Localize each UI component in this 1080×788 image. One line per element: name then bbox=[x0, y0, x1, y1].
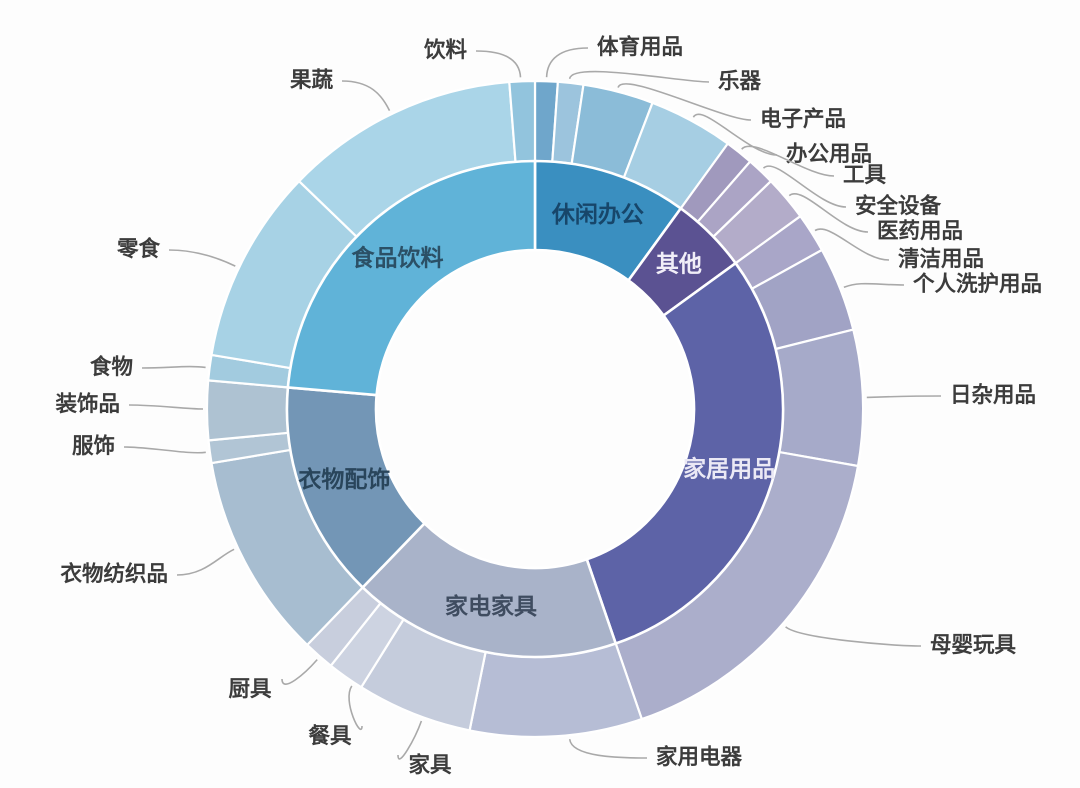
label-clothing-textiles: 衣物纺织品 bbox=[60, 561, 168, 587]
label-other: 其他 bbox=[656, 252, 702, 278]
label-safety-equipment: 安全设备 bbox=[855, 193, 942, 219]
label-cleaning-supplies: 清洁用品 bbox=[898, 246, 984, 272]
leader-safety-equipment bbox=[762, 165, 847, 208]
label-medical-supplies: 医药用品 bbox=[877, 219, 963, 244]
leader-personal-care bbox=[843, 282, 905, 289]
label-tableware: 餐具 bbox=[308, 724, 352, 749]
leader-baby-toys bbox=[785, 626, 922, 647]
label-baby-toys: 母婴玩具 bbox=[930, 633, 1017, 658]
leader-home-appliances bbox=[568, 738, 648, 759]
slice-food-beverage bbox=[286, 159, 537, 397]
label-furniture: 家具 bbox=[408, 752, 452, 778]
leader-furniture bbox=[397, 720, 423, 760]
slice-household-goods bbox=[585, 261, 785, 646]
label-apparel: 服饰 bbox=[72, 433, 115, 459]
label-fruits-vegetables: 果蔬 bbox=[290, 68, 334, 93]
label-decorations: 装饰品 bbox=[55, 391, 120, 417]
label-clothing-accessories: 衣物配饰 bbox=[298, 466, 390, 493]
leader-fruits-vegetables bbox=[341, 80, 391, 111]
label-food-beverage: 食品饮料 bbox=[352, 245, 444, 272]
label-leisure-office: 休闲办公 bbox=[551, 202, 644, 228]
leader-food bbox=[141, 365, 206, 369]
leader-cleaning-supplies bbox=[814, 228, 890, 261]
label-food: 食物 bbox=[90, 354, 133, 380]
label-tools: 工具 bbox=[843, 163, 887, 188]
leader-snacks bbox=[168, 249, 236, 267]
label-electronics: 电子产品 bbox=[760, 107, 846, 132]
label-home-appliances: 家用电器 bbox=[656, 744, 743, 770]
leader-tableware bbox=[348, 685, 363, 730]
label-kitchenware: 厨具 bbox=[228, 677, 272, 702]
label-musical-instruments: 乐器 bbox=[718, 69, 762, 94]
leader-sports-goods bbox=[545, 47, 589, 78]
leader-medical-supplies bbox=[788, 193, 869, 233]
label-office-supplies: 办公用品 bbox=[786, 142, 872, 167]
leader-office-supplies bbox=[692, 113, 778, 156]
leader-electronics bbox=[617, 83, 752, 121]
label-household-goods: 家居用品 bbox=[683, 456, 775, 483]
leader-clothing-textiles bbox=[176, 548, 235, 576]
label-personal-care: 个人洗护用品 bbox=[913, 272, 1042, 297]
label-appliances-furniture: 家电家具 bbox=[445, 593, 537, 620]
label-daily-sundries: 日杂用品 bbox=[950, 383, 1036, 408]
leader-apparel bbox=[123, 446, 206, 454]
leader-beverages bbox=[475, 50, 522, 78]
leader-decorations bbox=[128, 404, 204, 410]
label-beverages: 饮料 bbox=[423, 38, 468, 63]
leader-daily-sundries bbox=[866, 395, 942, 399]
leader-tools bbox=[741, 145, 835, 177]
slice-daily-sundries bbox=[774, 328, 865, 468]
leader-musical-instruments bbox=[568, 70, 710, 83]
label-snacks: 零食 bbox=[116, 236, 161, 262]
label-sports-goods: 体育用品 bbox=[597, 34, 683, 60]
leader-kitchenware bbox=[281, 659, 318, 685]
slice-decorations bbox=[205, 379, 290, 442]
